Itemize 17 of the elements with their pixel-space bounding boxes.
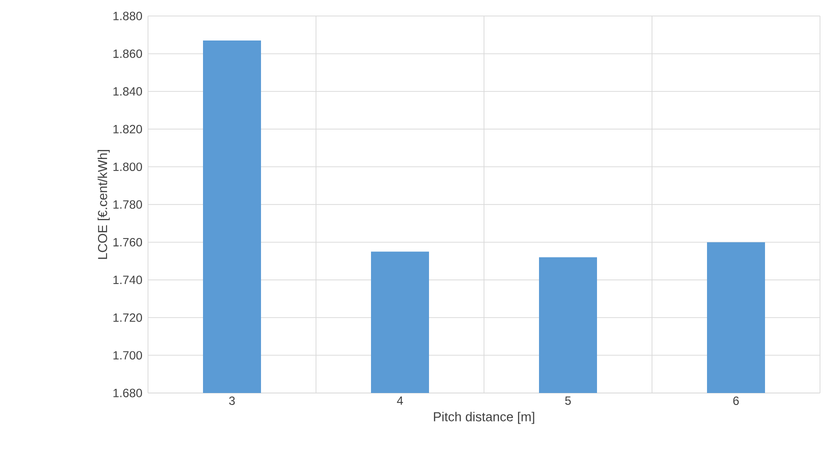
x-tick-label: 5	[565, 396, 571, 405]
x-tick-label: 6	[733, 396, 739, 405]
y-tick-label: 1.860	[113, 49, 142, 58]
y-axis-title: LCOE [€.cent/kWh]	[98, 150, 110, 259]
x-tick-label: 3	[229, 396, 235, 405]
y-tick-label: 1.760	[113, 238, 142, 246]
x-axis-title: Pitch distance [m]	[434, 412, 534, 424]
y-tick-label: 1.800	[113, 162, 142, 172]
y-tick-label: 1.820	[113, 124, 142, 134]
y-tick-label: 1.700	[113, 351, 142, 360]
y-tick-label: 1.720	[113, 313, 142, 322]
y-tick-label: 1.780	[113, 200, 142, 209]
y-tick-label: 1.840	[113, 87, 142, 96]
y-tick-label: 1.740	[113, 276, 142, 284]
y-tick-label: 1.880	[113, 12, 142, 20]
x-tick-label: 4	[396, 396, 403, 405]
y-tick-label: 1.680	[113, 388, 142, 398]
